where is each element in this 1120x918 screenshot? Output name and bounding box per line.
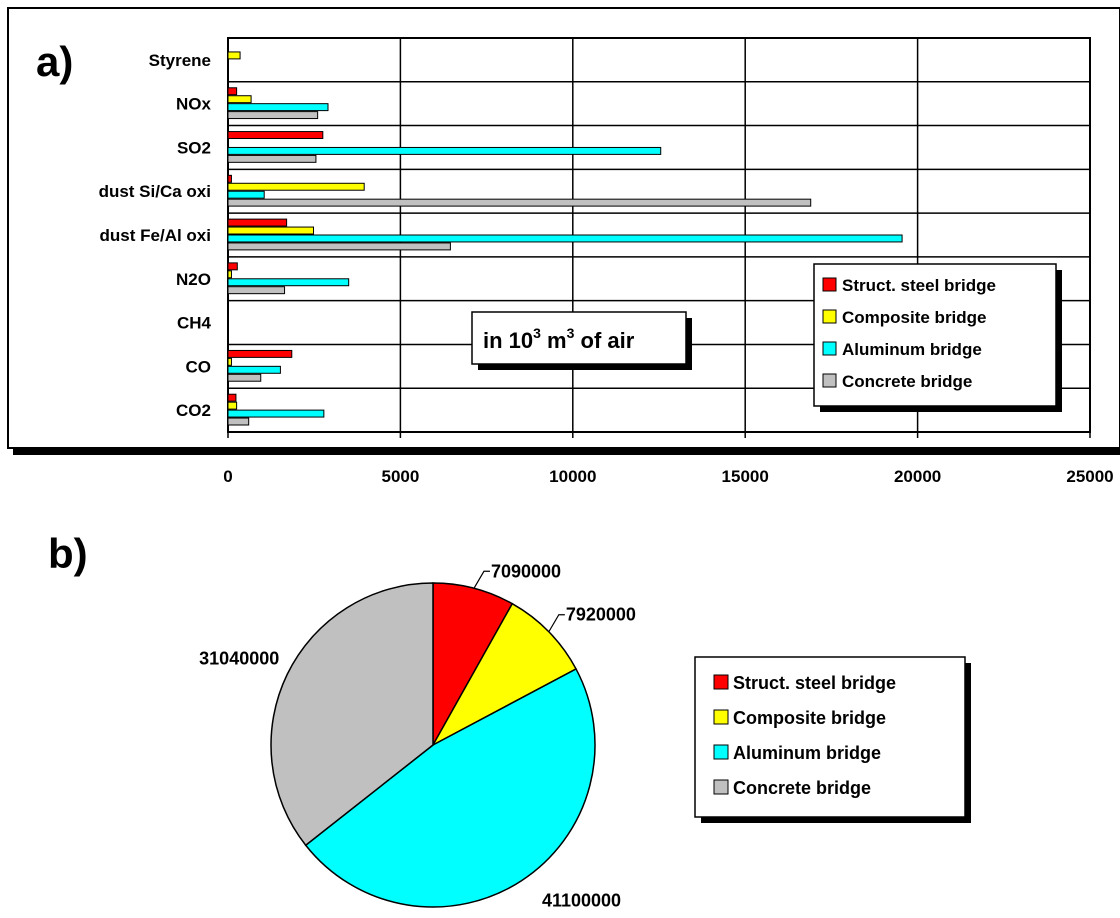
legend-swatch	[822, 277, 837, 292]
category-label: SO2	[177, 138, 211, 157]
bar	[227, 417, 250, 426]
legend-swatch	[713, 674, 729, 690]
legend-label: Composite bridge	[733, 708, 886, 728]
bar	[227, 103, 329, 112]
bar	[227, 51, 241, 60]
bar	[227, 190, 265, 199]
x-tick-label: 5000	[381, 467, 419, 486]
legend-swatch	[822, 309, 837, 324]
bar	[227, 373, 262, 382]
legend-label: Aluminum bridge	[842, 340, 982, 359]
bar	[227, 226, 315, 235]
units-annotation: in 103 m3 of air	[471, 311, 692, 370]
bar	[227, 198, 812, 207]
bar	[227, 95, 252, 104]
category-label: CH4	[177, 314, 212, 333]
x-tick-label: 15000	[722, 467, 769, 486]
category-label: dust Fe/Al oxi	[100, 226, 211, 245]
legend-a: Struct. steel bridge Composite bridge Alum…	[813, 263, 1062, 412]
pie-labels: 7090000 7920000 41100000 31040000	[199, 561, 636, 910]
x-tick-label: 0	[223, 467, 232, 486]
category-label: NOx	[176, 95, 212, 114]
legend-label: Composite bridge	[842, 308, 987, 327]
svg-text:in 103 m3 of air: in 103 m3 of air	[483, 325, 635, 353]
bar	[227, 286, 286, 295]
bar	[227, 218, 288, 227]
pie-slice	[270, 582, 434, 847]
legend-swatch	[713, 709, 729, 725]
pie-value-label: 41100000	[542, 891, 621, 911]
bar	[227, 357, 232, 366]
legend-swatch	[713, 744, 729, 760]
pie-value-label: 31040000	[199, 648, 279, 668]
pie-leader-line	[473, 570, 490, 589]
bar	[227, 146, 662, 155]
bar	[227, 87, 238, 96]
legend-label: Aluminum bridge	[733, 743, 881, 763]
legend-label: Struct. steel bridge	[733, 673, 896, 693]
legend-b: Struct. steel bridge Composite bridge Alum…	[694, 656, 971, 823]
bar	[227, 154, 317, 163]
bar	[227, 393, 237, 402]
bar	[227, 131, 324, 140]
category-label: CO	[186, 357, 212, 376]
x-tick-label: 20000	[894, 467, 941, 486]
bar	[227, 401, 238, 410]
pie-slice	[304, 667, 596, 908]
bar	[227, 262, 238, 271]
bar	[227, 278, 350, 287]
legend-label: Struct. steel bridge	[842, 276, 996, 295]
panel-b-label: b)	[48, 530, 88, 577]
panel-a-label: a)	[36, 38, 73, 85]
legend-swatch	[822, 373, 837, 388]
pie-chart	[270, 582, 596, 908]
legend-label: Concrete bridge	[842, 372, 972, 391]
bar	[227, 174, 232, 183]
category-label: CO2	[176, 401, 211, 420]
bar	[227, 111, 319, 120]
legend-swatch	[713, 779, 729, 795]
bar	[227, 365, 281, 374]
category-labels: Styrene NOx SO2 dust Si/Ca oxi dust Fe/Al ox…	[99, 51, 212, 420]
pie-slice	[431, 602, 578, 747]
x-tick-label: 10000	[549, 467, 596, 486]
category-label: N2O	[176, 270, 211, 289]
bar	[227, 270, 232, 279]
category-label: dust Si/Ca oxi	[99, 182, 211, 201]
legend-label: Concrete bridge	[733, 778, 871, 798]
legend-swatch	[822, 341, 837, 356]
x-tick-labels: 0 5000 10000 15000 20000 25000	[223, 467, 1113, 486]
bar	[227, 349, 293, 358]
category-label: Styrene	[149, 51, 211, 70]
bar	[227, 234, 903, 243]
pie-value-label: 7090000	[491, 561, 561, 581]
bar-series	[227, 51, 903, 426]
bar	[227, 242, 451, 251]
bar	[227, 182, 365, 191]
x-tick-label: 25000	[1066, 467, 1113, 486]
pie-leader-line	[548, 614, 565, 633]
bar	[227, 409, 325, 418]
pie-value-label: 7920000	[566, 605, 636, 625]
